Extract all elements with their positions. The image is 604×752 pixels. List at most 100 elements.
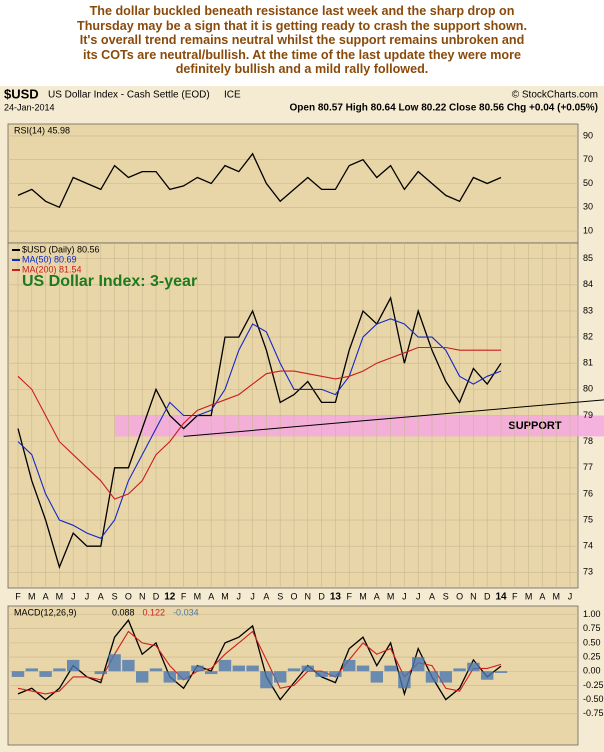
x-tick-label: A <box>429 591 435 601</box>
histogram-bar <box>177 671 190 680</box>
y-tick-label: 74 <box>583 541 593 551</box>
x-tick-label: J <box>402 591 407 601</box>
histogram-bar <box>287 668 301 672</box>
x-tick-label: J <box>85 591 90 601</box>
x-tick-label: D <box>484 591 491 601</box>
histogram-bar <box>53 668 66 672</box>
x-tick-label: F <box>181 591 187 601</box>
support-band <box>114 415 604 437</box>
series-line <box>17 346 501 500</box>
y-tick-label: 0.50 <box>583 637 601 647</box>
commentary-line: The dollar buckled beneath resistance la… <box>89 4 515 18</box>
histogram-bar <box>135 671 149 683</box>
x-tick-label: F <box>512 591 518 601</box>
series-line <box>17 152 502 209</box>
commentary-line: Thursday may be a sign that it is gettin… <box>77 18 527 33</box>
histogram-bar <box>480 671 494 680</box>
legend-label: MA(50) 80.69 <box>22 254 77 264</box>
legend-label: MA(200) 81.54 <box>22 264 82 274</box>
histogram-bar <box>356 665 370 672</box>
x-tick-label: M <box>387 591 395 601</box>
x-tick-label: J <box>237 591 242 601</box>
legend-label: -0.034 <box>173 607 199 617</box>
histogram-bar <box>246 665 259 672</box>
x-tick-label: F <box>346 591 352 601</box>
histogram-bar <box>494 671 508 673</box>
y-tick-label: 85 <box>583 253 593 263</box>
x-tick-label: A <box>263 591 269 601</box>
x-tick-label: M <box>221 591 229 601</box>
histogram-bar <box>329 671 342 677</box>
histogram-bar <box>411 657 425 672</box>
y-tick-label: 50 <box>583 178 593 188</box>
x-tick-label: O <box>125 591 132 601</box>
x-tick-label: J <box>71 591 76 601</box>
x-tick-label: M <box>525 591 533 601</box>
exchange: ICE <box>224 90 241 101</box>
histogram-bar <box>11 671 25 677</box>
y-tick-label: 79 <box>583 410 593 420</box>
date: 24-Jan-2014 <box>4 102 55 112</box>
x-tick-label: M <box>359 591 367 601</box>
x-tick-label: S <box>112 591 118 601</box>
histogram-bar <box>39 671 52 677</box>
histogram-bar <box>260 671 273 689</box>
histogram-bar <box>384 665 397 672</box>
y-tick-label: 1.00 <box>583 609 601 619</box>
commentary: The dollar buckled beneath resistance la… <box>0 4 604 77</box>
y-tick-label: 70 <box>583 154 593 164</box>
x-tick-label: 12 <box>164 592 176 603</box>
histogram-bar <box>122 659 135 672</box>
legend-label: $USD (Daily) 80.56 <box>22 244 100 254</box>
series-line <box>17 618 502 701</box>
x-tick-label: M <box>56 591 64 601</box>
panel-label: RSI(14) 45.98 <box>14 125 70 135</box>
x-tick-label: M <box>552 591 560 601</box>
y-tick-label: 90 <box>583 130 593 140</box>
x-tick-label: D <box>153 591 160 601</box>
commentary-line: its COTs are neutral/bullish. At the tim… <box>82 47 522 62</box>
y-tick-label: 78 <box>583 436 593 446</box>
y-tick-label: 30 <box>583 202 593 212</box>
histogram-bar <box>149 668 163 672</box>
y-tick-label: 77 <box>583 462 593 472</box>
chart: $USD US Dollar Index - Cash Settle (EOD)… <box>0 86 604 752</box>
x-tick-label: A <box>374 591 380 601</box>
x-tick-label: A <box>43 591 49 601</box>
histogram-bar <box>163 671 177 683</box>
histogram-bar <box>66 659 80 672</box>
commentary-line: definitely bullish and a mild rally foll… <box>175 62 429 77</box>
x-tick-label: 13 <box>330 592 342 603</box>
histogram-bar <box>467 662 480 672</box>
chart-title: US Dollar Index: 3-year <box>22 273 197 290</box>
histogram-bar <box>273 671 287 683</box>
commentary-line: It's overall trend remains neutral whils… <box>79 33 525 48</box>
legend-label: 0.088 <box>112 607 135 617</box>
y-tick-label: 81 <box>583 358 593 368</box>
x-tick-label: 14 <box>495 592 507 603</box>
source: © StockCharts.com <box>512 90 598 101</box>
x-tick-label: J <box>250 591 255 601</box>
histogram-bar <box>370 671 384 683</box>
x-tick-label: J <box>416 591 421 601</box>
panel-label: MACD(12,26,9) <box>14 607 77 617</box>
x-tick-label: A <box>208 591 214 601</box>
y-tick-label: 80 <box>583 384 593 394</box>
x-tick-label: N <box>470 591 477 601</box>
histogram-bar <box>218 659 232 672</box>
series-line <box>17 296 502 570</box>
histogram-bar <box>398 671 411 689</box>
quote: Open 80.57 High 80.64 Low 80.22 Close 80… <box>290 103 598 114</box>
support-line <box>183 399 604 437</box>
y-tick-label: 0.75 <box>583 623 601 633</box>
y-tick-label: 0.00 <box>583 666 601 676</box>
x-tick-label: S <box>443 591 449 601</box>
histogram-bar <box>94 671 108 675</box>
histogram-bar <box>25 668 39 672</box>
histogram-bar <box>301 665 315 672</box>
series-line <box>17 318 502 539</box>
y-tick-label: 75 <box>583 514 593 524</box>
histogram-bar <box>453 668 466 672</box>
y-tick-label: -0.75 <box>583 708 604 718</box>
x-tick-label: N <box>139 591 146 601</box>
